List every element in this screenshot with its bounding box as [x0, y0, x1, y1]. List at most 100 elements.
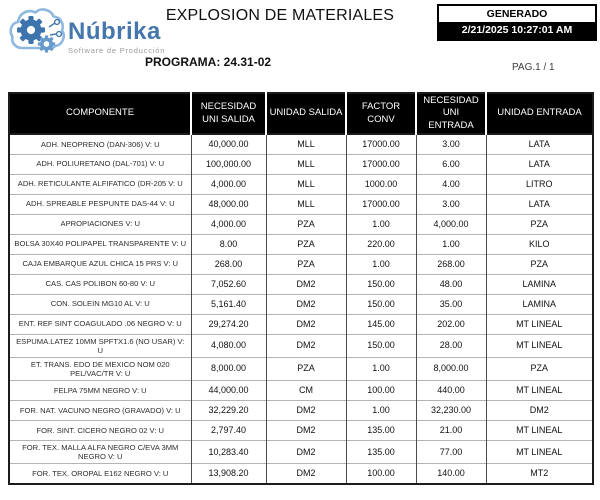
cell-necesidad-uni-salida: 5,161.40 — [190, 293, 266, 315]
cell-unidad-entrada: PZA — [485, 253, 593, 275]
cell-unidad-entrada: MT LINEAL — [485, 419, 593, 441]
cell-necesidad-uni-salida: 2,797.40 — [190, 419, 266, 441]
cell-factor-conv: 17000.00 — [345, 133, 416, 155]
table-row: ADH. NEOPRENO (DAN-306) V: U 40,000.00 MLL… — [9, 133, 593, 155]
table-row: FOR. TEX. OROPAL E162 NEGRO V: U 13,908.2… — [9, 463, 593, 484]
cell-factor-conv: 100.00 — [345, 379, 416, 401]
cell-componente: ADH. RETICULANTE ALFIFATICO (DR-205 V: U — [9, 173, 191, 195]
cell-factor-conv: 150.00 — [345, 293, 416, 315]
cell-componente: CAJA EMBARQUE AZUL CHICA 15 PRS V: U — [9, 253, 191, 275]
cell-unidad-salida: DM2 — [265, 439, 346, 464]
cell-necesidad-uni-entrada: 268.00 — [415, 253, 486, 275]
logo-tagline: Software de Producción — [68, 46, 166, 55]
cell-factor-conv: 150.00 — [345, 333, 416, 358]
table-row: ET. TRANS. EDO DE MEXICO NOM 020 PEL/VAC… — [9, 356, 593, 381]
cell-necesidad-uni-entrada: 77.00 — [415, 439, 486, 464]
table-row: CAS. CAS POLIBON 60-80 V: U 7,052.60 DM2 15… — [9, 273, 593, 295]
cloud-gears-icon — [8, 5, 66, 64]
cell-necesidad-uni-salida: 29,274.20 — [190, 313, 266, 335]
table-row: CON. SOLEIN MG10 AL V: U 5,161.40 DM2 150.0… — [9, 293, 593, 315]
cell-componente: ENT. REF SINT COAGULADO .06 NEGRO V: U — [9, 313, 191, 335]
cell-necesidad-uni-entrada: 202.00 — [415, 313, 486, 335]
column-header-necesidad-uni-salida: NECESIDAD UNI SALIDA — [190, 93, 266, 135]
table-row: ADH. POLIURETANO (DAL-701) V: U 100,000.0… — [9, 153, 593, 175]
cell-unidad-salida: DM2 — [265, 313, 346, 335]
cell-unidad-salida: PZA — [265, 253, 346, 275]
cell-necesidad-uni-salida: 4,000.00 — [190, 213, 266, 235]
cell-necesidad-uni-salida: 4,080.00 — [190, 333, 266, 358]
cell-necesidad-uni-salida: 4,000.00 — [190, 173, 266, 195]
generated-timestamp: 2/21/2025 10:27:01 AM — [439, 22, 595, 39]
cell-unidad-entrada: MT LINEAL — [485, 379, 593, 401]
table-row: ADH. RETICULANTE ALFIFATICO (DR-205 V: U… — [9, 173, 593, 195]
generated-box: GENERADO 2/21/2025 10:27:01 AM — [437, 4, 597, 41]
materials-table: COMPONENTE NECESIDAD UNI SALIDA UNIDAD S… — [8, 92, 594, 485]
cell-factor-conv: 17000.00 — [345, 193, 416, 215]
cell-necesidad-uni-entrada: 28.00 — [415, 333, 486, 358]
table-row: FELPA 75MM NEGRO V: U 44,000.00 CM 100.00 44… — [9, 379, 593, 401]
table-header-row: COMPONENTE NECESIDAD UNI SALIDA UNIDAD S… — [9, 93, 593, 135]
cell-componente: ADH. SPREABLE PESPUNTE DAS-44 V: U — [9, 193, 191, 215]
cell-unidad-entrada: MT2 — [485, 463, 593, 484]
cell-necesidad-uni-entrada: 35.00 — [415, 293, 486, 315]
cell-componente: APROPIACIONES V: U — [9, 213, 191, 235]
cell-necesidad-uni-entrada: 4,000.00 — [415, 213, 486, 235]
cell-necesidad-uni-salida: 7,052.60 — [190, 273, 266, 295]
cell-factor-conv: 1.00 — [345, 253, 416, 275]
cell-unidad-salida: PZA — [265, 233, 346, 255]
cell-necesidad-uni-salida: 40,000.00 — [190, 133, 266, 155]
cell-unidad-entrada: MT LINEAL — [485, 313, 593, 335]
cell-componente: ESPUMA.LATEZ 10MM SPFTX1.6 (NO USAR) V: … — [9, 333, 191, 358]
cell-necesidad-uni-salida: 44,000.00 — [190, 379, 266, 401]
cell-unidad-salida: MLL — [265, 153, 346, 175]
cell-unidad-entrada: LATA — [485, 153, 593, 175]
cell-factor-conv: 17000.00 — [345, 153, 416, 175]
cell-unidad-salida: PZA — [265, 213, 346, 235]
cell-necesidad-uni-entrada: 4.00 — [415, 173, 486, 195]
column-header-unidad-salida: UNIDAD SALIDA — [265, 93, 346, 135]
cell-unidad-salida: MLL — [265, 133, 346, 155]
cell-componente: FOR. SINT. CICERO NEGRO 02 V: U — [9, 419, 191, 441]
cell-factor-conv: 135.00 — [345, 439, 416, 464]
program-label: PROGRAMA: 24.31-02 — [145, 55, 272, 69]
cell-necesidad-uni-entrada: 21.00 — [415, 419, 486, 441]
cell-unidad-entrada: KILO — [485, 233, 593, 255]
cell-factor-conv: 220.00 — [345, 233, 416, 255]
cell-componente: BOLSA 30X40 POLIPAPEL TRANSPARENTE V: U — [9, 233, 191, 255]
cell-necesidad-uni-entrada: 6.00 — [415, 153, 486, 175]
page-title: EXPLOSION DE MATERIALES — [165, 7, 395, 24]
column-header-factor-conv: FACTOR CONV — [345, 93, 416, 135]
cell-componente: ADH. NEOPRENO (DAN-306) V: U — [9, 133, 191, 155]
cell-necesidad-uni-entrada: 3.00 — [415, 133, 486, 155]
cell-unidad-salida: DM2 — [265, 293, 346, 315]
cell-necesidad-uni-salida: 268.00 — [190, 253, 266, 275]
cell-factor-conv: 150.00 — [345, 273, 416, 295]
table-row: FOR. SINT. CICERO NEGRO 02 V: U 2,797.40 D… — [9, 419, 593, 441]
cell-unidad-entrada: LATA — [485, 133, 593, 155]
cell-unidad-entrada: LAMINA — [485, 273, 593, 295]
cell-unidad-salida: DM2 — [265, 333, 346, 358]
table-row: FOR. NAT. VACUNO NEGRO (GRAVADO) V: U 32,… — [9, 399, 593, 421]
cell-necesidad-uni-entrada: 48.00 — [415, 273, 486, 295]
cell-necesidad-uni-entrada: 32,230.00 — [415, 399, 486, 421]
cell-necesidad-uni-entrada: 8,000.00 — [415, 356, 486, 381]
column-header-unidad-entrada: UNIDAD ENTRADA — [485, 93, 593, 135]
cell-unidad-entrada: LITRO — [485, 173, 593, 195]
cell-factor-conv: 1000.00 — [345, 173, 416, 195]
table-row: ADH. SPREABLE PESPUNTE DAS-44 V: U 48,000… — [9, 193, 593, 215]
cell-unidad-salida: DM2 — [265, 419, 346, 441]
cell-unidad-entrada: DM2 — [485, 399, 593, 421]
cell-necesidad-uni-salida: 48,000.00 — [190, 193, 266, 215]
cell-unidad-entrada: MT LINEAL — [485, 333, 593, 358]
column-header-componente: COMPONENTE — [9, 93, 191, 135]
cell-componente: FOR. TEX. MALLA ALFA NEGRO C/EVA 3MM NEG… — [9, 439, 191, 464]
table-row: CAJA EMBARQUE AZUL CHICA 15 PRS V: U 268.… — [9, 253, 593, 275]
table-row: APROPIACIONES V: U 4,000.00 PZA 1.00 4,000.0… — [9, 213, 593, 235]
cell-unidad-salida: MLL — [265, 173, 346, 195]
cell-factor-conv: 145.00 — [345, 313, 416, 335]
cell-unidad-salida: DM2 — [265, 399, 346, 421]
cell-factor-conv: 100.00 — [345, 463, 416, 484]
cell-unidad-entrada: MT LINEAL — [485, 439, 593, 464]
cell-componente: ADH. POLIURETANO (DAL-701) V: U — [9, 153, 191, 175]
